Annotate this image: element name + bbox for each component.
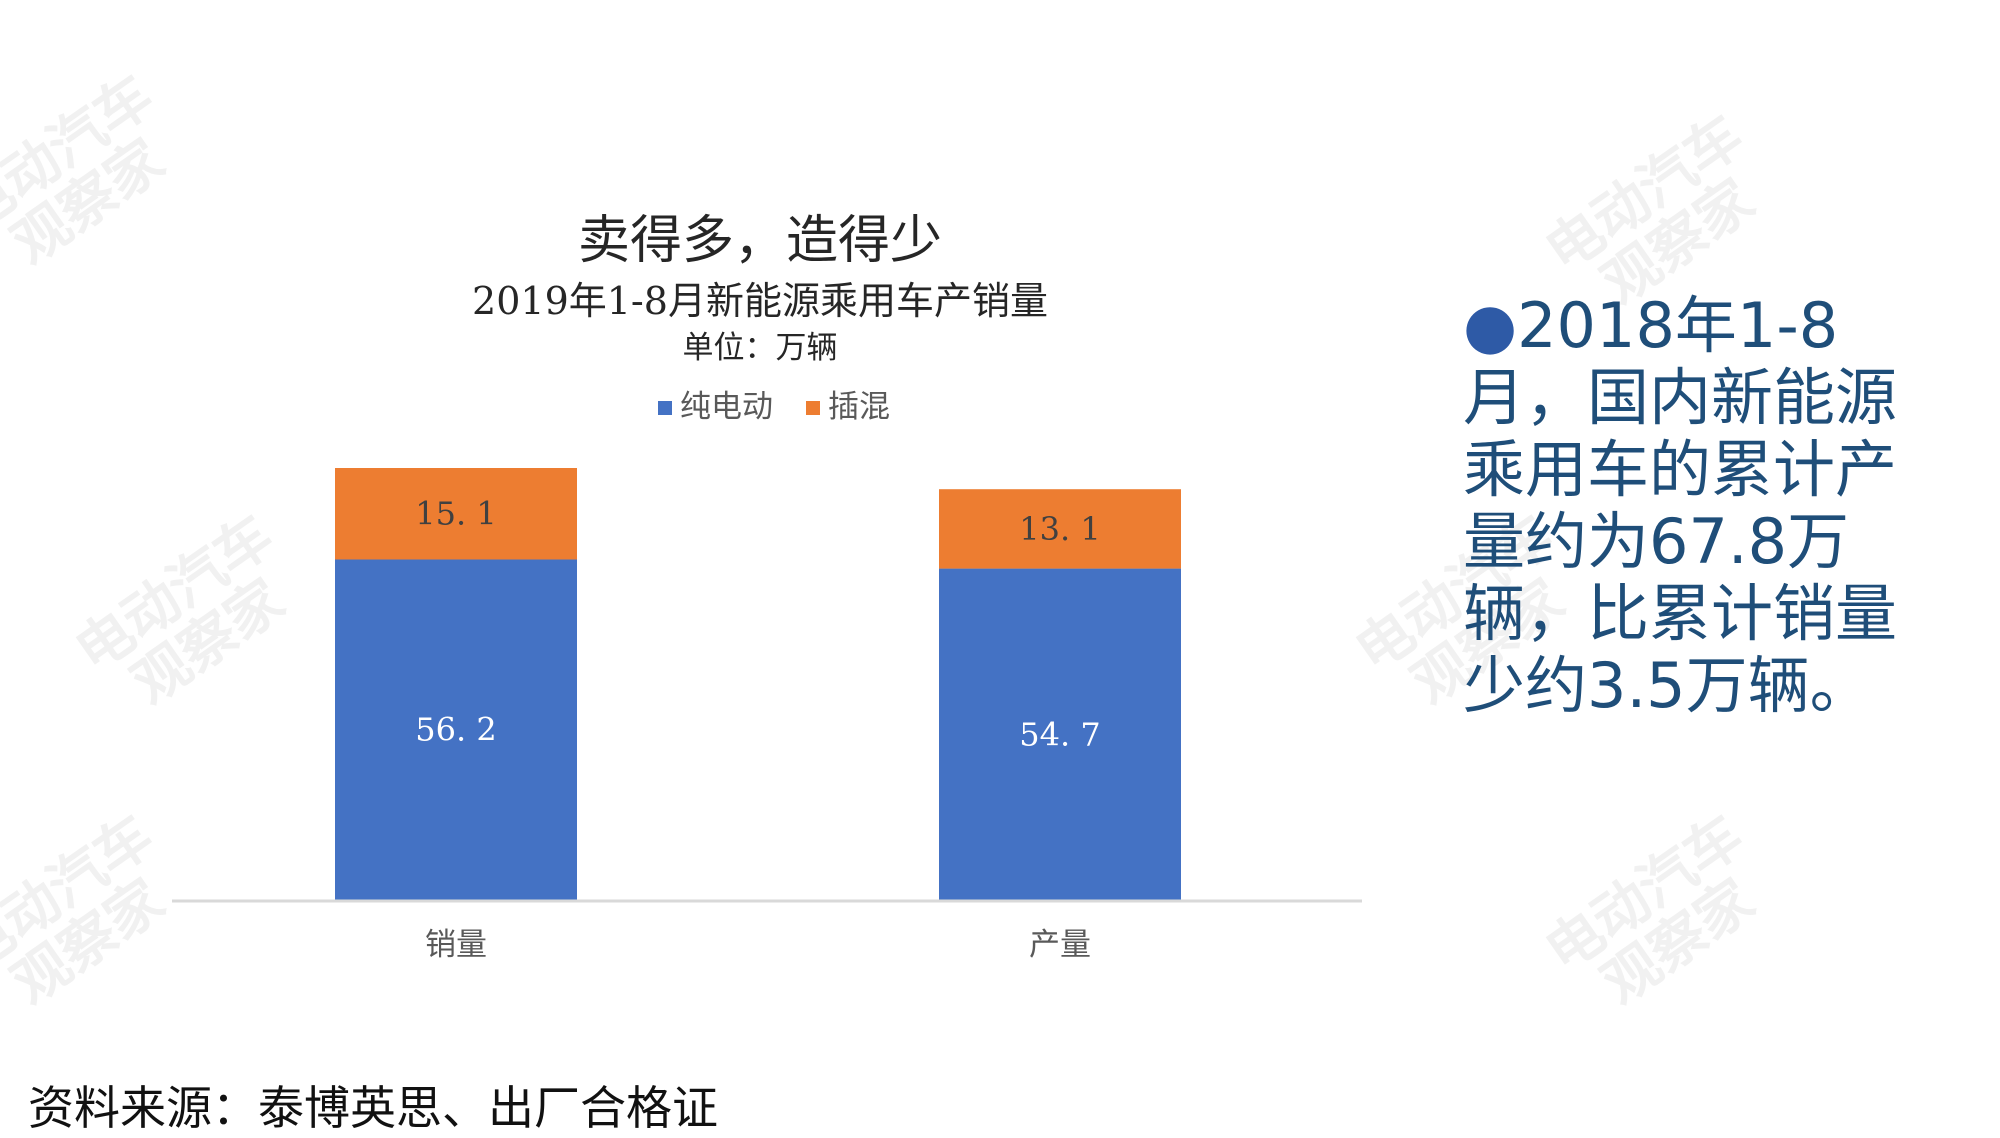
x-tick-label: 产量: [1029, 927, 1091, 963]
bar-segment: [335, 468, 577, 560]
legend-swatch: [658, 401, 672, 415]
data-label: 54. 7: [1019, 715, 1100, 753]
bullet-marker: ●: [1463, 289, 1518, 362]
chart-unit: 单位：万辆: [682, 330, 838, 366]
data-label: 13. 1: [1019, 510, 1100, 548]
x-tick-labels: 销量 产量: [425, 927, 1091, 963]
legend-label: 纯电动: [680, 389, 773, 425]
data-label: 56. 2: [415, 711, 496, 749]
data-label: 15. 1: [415, 495, 496, 533]
source-note: 资料来源：泰博英思、出厂合格证: [28, 1081, 718, 1135]
bullet-text: 2018年1-8月，国内新能源乘用车的累计产量约为67.8万辆，比累计销量少约3…: [1463, 289, 1898, 722]
chart-legend: 纯电动 插混: [658, 389, 890, 425]
bar-segment: [335, 559, 577, 900]
legend-swatch: [806, 401, 820, 415]
chart-title: 卖得多，造得少: [577, 211, 942, 271]
summary-bullet: ●2018年1-8月，国内新能源乘用车的累计产量约为67.8万辆，比累计销量少约…: [1463, 290, 1933, 722]
x-tick-label: 销量: [425, 927, 487, 963]
legend-label: 插混: [828, 389, 890, 425]
chart-subtitle: 2019年1-8月新能源乘用车产销量: [472, 279, 1048, 323]
chart-bars: 56. 2 15. 1 54. 7 13. 1: [335, 468, 1181, 900]
bar-segment: [939, 568, 1181, 900]
bar-segment: [939, 489, 1181, 569]
